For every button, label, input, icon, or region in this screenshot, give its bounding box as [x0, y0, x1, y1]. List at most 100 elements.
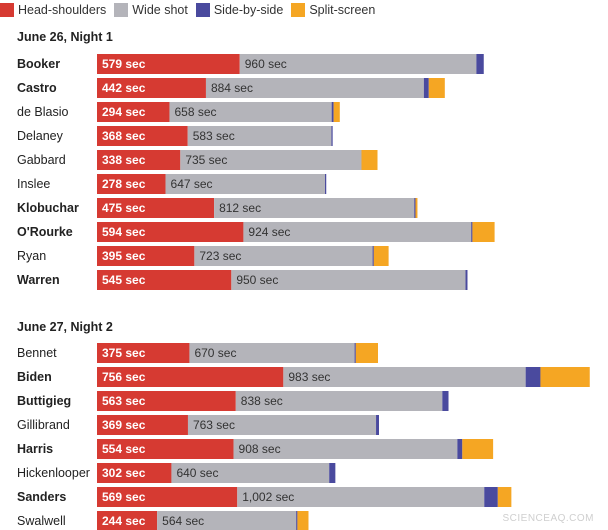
bar-segment-booker-side-by-side	[476, 54, 484, 74]
data-label-swalwell-head-shoulders: 244 sec	[102, 514, 146, 528]
data-label-buttigieg-wide-shot: 838 sec	[241, 394, 283, 408]
bar-segment-buttigieg-head-shoulders	[97, 391, 236, 411]
bar-segment-delaney-wide-shot	[187, 126, 332, 146]
bar-segment-ryan-side-by-side	[372, 246, 374, 266]
bar-segment-biden-wide-shot	[283, 367, 526, 387]
bar-segment-castro-wide-shot	[205, 78, 424, 98]
bar-segment-gabbard-wide-shot	[180, 150, 362, 170]
bar-segment-gillibrand-side-by-side	[376, 415, 379, 435]
data-label-delaney-head-shoulders: 368 sec	[102, 129, 146, 143]
legend-item-wide-shot: Wide shot	[114, 3, 188, 17]
bar-segment-booker-wide-shot	[239, 54, 477, 74]
bar-segment-ryan-wide-shot	[194, 246, 373, 266]
data-label-booker-head-shoulders: 579 sec	[102, 57, 146, 71]
data-label-klobuchar-head-shoulders: 475 sec	[102, 201, 146, 215]
data-label-buttigieg-head-shoulders: 563 sec	[102, 394, 146, 408]
bar-segment-sanders-side-by-side	[484, 487, 498, 507]
bar-segment-biden-head-shoulders	[97, 367, 284, 387]
row-label-biden: Biden	[17, 370, 52, 384]
bar-segment-harris-head-shoulders	[97, 439, 234, 459]
data-label-gabbard-head-shoulders: 338 sec	[102, 153, 146, 167]
night-1-title: June 26, Night 1	[17, 30, 113, 44]
row-label-klobuchar: Klobuchar	[17, 201, 79, 215]
bar-segment-sanders-head-shoulders	[97, 487, 238, 507]
bar-segment-inslee-head-shoulders	[97, 174, 166, 194]
bar-segment-inslee-side-by-side	[325, 174, 327, 194]
row-label-booker: Booker	[17, 57, 60, 71]
data-label-harris-head-shoulders: 554 sec	[102, 442, 146, 456]
bar-segment-bennet-side-by-side	[354, 343, 356, 363]
bar-segment-castro-split-screen	[428, 78, 445, 98]
legend-item-split-screen: Split-screen	[291, 3, 375, 17]
data-label-gillibrand-wide-shot: 763 sec	[193, 418, 235, 432]
bar-segment-gillibrand-head-shoulders	[97, 415, 188, 435]
data-label-bennet-head-shoulders: 375 sec	[102, 346, 146, 360]
night-2-title: June 27, Night 2	[17, 320, 113, 334]
row-label-o-rourke: O'Rourke	[17, 225, 73, 239]
bar-segment-gabbard-split-screen	[361, 150, 378, 170]
bar-segment-delaney-side-by-side	[331, 126, 333, 146]
data-label-ryan-wide-shot: 723 sec	[199, 249, 241, 263]
bar-segment-swalwell-split-screen	[297, 511, 309, 530]
bar-segment-hickenlooper-head-shoulders	[97, 463, 172, 483]
bar-segment-bennet-wide-shot	[189, 343, 355, 363]
bar-segment-castro-side-by-side	[423, 78, 429, 98]
bar-segment-de-blasio-head-shoulders	[97, 102, 170, 122]
bar-segment-swalwell-head-shoulders	[97, 511, 158, 530]
bar-segment-sanders-wide-shot	[237, 487, 485, 507]
legend-label-split-screen: Split-screen	[309, 3, 376, 17]
row-label-hickenlooper: Hickenlooper	[17, 466, 90, 480]
bar-segment-buttigieg-wide-shot	[235, 391, 443, 411]
data-label-biden-wide-shot: 983 sec	[288, 370, 330, 384]
legend-swatch-head-shoulders	[0, 3, 14, 17]
bar-segment-inslee-wide-shot	[165, 174, 326, 194]
row-label-de-blasio: de Blasio	[17, 105, 68, 119]
bar-segment-hickenlooper-wide-shot	[171, 463, 330, 483]
data-label-castro-head-shoulders: 442 sec	[102, 81, 146, 95]
legend-label-head-shoulders: Head-shoulders	[18, 3, 107, 17]
legend-label-wide-shot: Wide shot	[132, 3, 188, 17]
row-label-sanders: Sanders	[17, 490, 66, 504]
row-label-harris: Harris	[17, 442, 53, 456]
bar-segment-o-rourke-wide-shot	[243, 222, 472, 242]
bar-segment-klobuchar-wide-shot	[214, 198, 415, 218]
legend-item-side-by-side: Side-by-side	[195, 3, 284, 17]
bar-segment-klobuchar-split-screen	[415, 198, 418, 218]
bar-segment-gillibrand-wide-shot	[187, 415, 377, 435]
legend: Head-shoulders Wide shot Side-by-side Sp…	[0, 0, 383, 20]
data-label-klobuchar-wide-shot: 812 sec	[219, 201, 261, 215]
bar-segment-gabbard-head-shoulders	[97, 150, 181, 170]
legend-label-side-by-side: Side-by-side	[213, 3, 284, 17]
data-label-de-blasio-wide-shot: 658 sec	[174, 105, 216, 119]
data-label-gillibrand-head-shoulders: 369 sec	[102, 418, 146, 432]
bar-segment-klobuchar-side-by-side	[414, 198, 416, 218]
row-label-swalwell: Swalwell	[17, 514, 66, 528]
bar-segment-warren-side-by-side	[465, 270, 468, 290]
bar-segment-sanders-split-screen	[497, 487, 512, 507]
data-label-gabbard-wide-shot: 735 sec	[185, 153, 227, 167]
row-label-inslee: Inslee	[17, 177, 50, 191]
bar-segment-castro-head-shoulders	[97, 78, 206, 98]
bar-segment-bennet-split-screen	[355, 343, 378, 363]
bar-segment-booker-head-shoulders	[97, 54, 240, 74]
data-label-de-blasio-head-shoulders: 294 sec	[102, 105, 146, 119]
data-label-o-rourke-head-shoulders: 594 sec	[102, 225, 146, 239]
legend-swatch-split-screen	[291, 3, 306, 17]
data-label-inslee-head-shoulders: 278 sec	[102, 177, 146, 191]
bar-segment-ryan-split-screen	[373, 246, 389, 266]
bar-segment-ryan-head-shoulders	[97, 246, 195, 266]
bar-segment-bennet-head-shoulders	[97, 343, 190, 363]
data-label-swalwell-wide-shot: 564 sec	[162, 514, 204, 528]
bar-segment-swalwell-wide-shot	[157, 511, 297, 530]
bar-segment-harris-wide-shot	[233, 439, 458, 459]
watermark: SCIENCEAQ.COM	[502, 513, 594, 524]
data-label-o-rourke-wide-shot: 924 sec	[248, 225, 290, 239]
row-label-buttigieg: Buttigieg	[17, 394, 71, 408]
row-label-castro: Castro	[17, 81, 57, 95]
legend-item-head-shoulders: Head-shoulders	[0, 3, 106, 17]
bar-segment-o-rourke-side-by-side	[471, 222, 473, 242]
bar-segment-delaney-head-shoulders	[97, 126, 188, 146]
row-label-ryan: Ryan	[17, 249, 46, 263]
legend-swatch-side-by-side	[195, 3, 210, 17]
bar-segment-harris-side-by-side	[457, 439, 463, 459]
